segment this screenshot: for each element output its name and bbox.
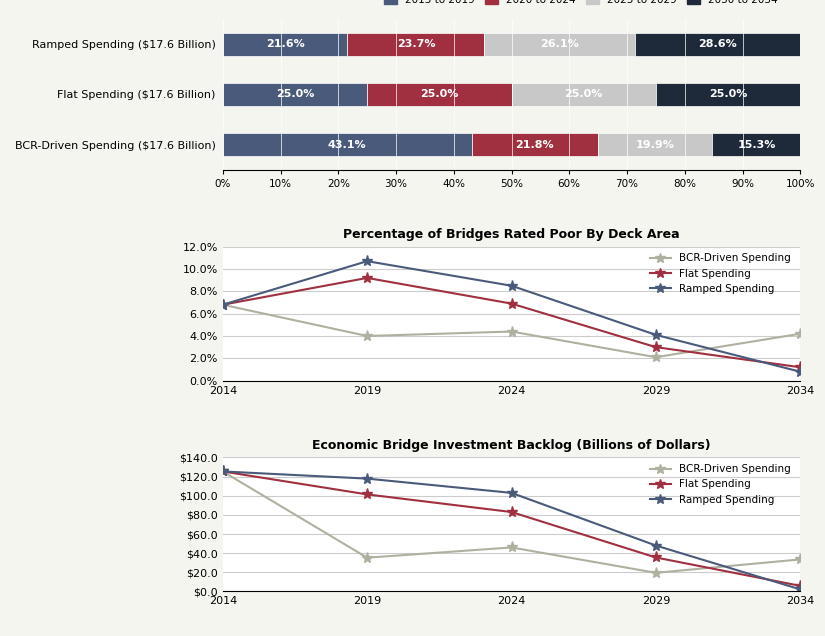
Bar <box>223 33 347 55</box>
Text: 28.6%: 28.6% <box>698 39 737 49</box>
Text: 15.3%: 15.3% <box>738 140 776 149</box>
Text: 21.6%: 21.6% <box>266 39 304 49</box>
Text: 25.0%: 25.0% <box>709 90 747 99</box>
Text: 43.1%: 43.1% <box>328 140 366 149</box>
Bar <box>512 83 656 106</box>
Bar <box>597 134 713 156</box>
Legend: BCR-Driven Spending, Flat Spending, Ramped Spending: BCR-Driven Spending, Flat Spending, Ramp… <box>646 460 795 509</box>
Text: 25.0%: 25.0% <box>420 90 459 99</box>
Text: 25.0%: 25.0% <box>564 90 603 99</box>
Text: 25.0%: 25.0% <box>276 90 314 99</box>
Bar <box>223 83 367 106</box>
Bar <box>367 83 512 106</box>
Text: 19.9%: 19.9% <box>635 140 675 149</box>
Legend: BCR-Driven Spending, Flat Spending, Ramped Spending: BCR-Driven Spending, Flat Spending, Ramp… <box>646 249 795 298</box>
Bar <box>713 134 801 156</box>
Bar <box>484 33 635 55</box>
Title: Economic Bridge Investment Backlog (Billions of Dollars): Economic Bridge Investment Backlog (Bill… <box>312 439 711 452</box>
Text: 21.8%: 21.8% <box>516 140 554 149</box>
Legend: 2015 to 2019, 2020 to 2024, 2025 to 2029, 2030 to 2034: 2015 to 2019, 2020 to 2024, 2025 to 2029… <box>380 0 781 10</box>
Bar <box>472 134 597 156</box>
Bar <box>347 33 484 55</box>
Title: Percentage of Bridges Rated Poor By Deck Area: Percentage of Bridges Rated Poor By Deck… <box>343 228 680 241</box>
Bar <box>656 83 800 106</box>
Text: 26.1%: 26.1% <box>540 39 579 49</box>
Text: 23.7%: 23.7% <box>397 39 435 49</box>
Bar <box>223 134 472 156</box>
Bar <box>635 33 800 55</box>
